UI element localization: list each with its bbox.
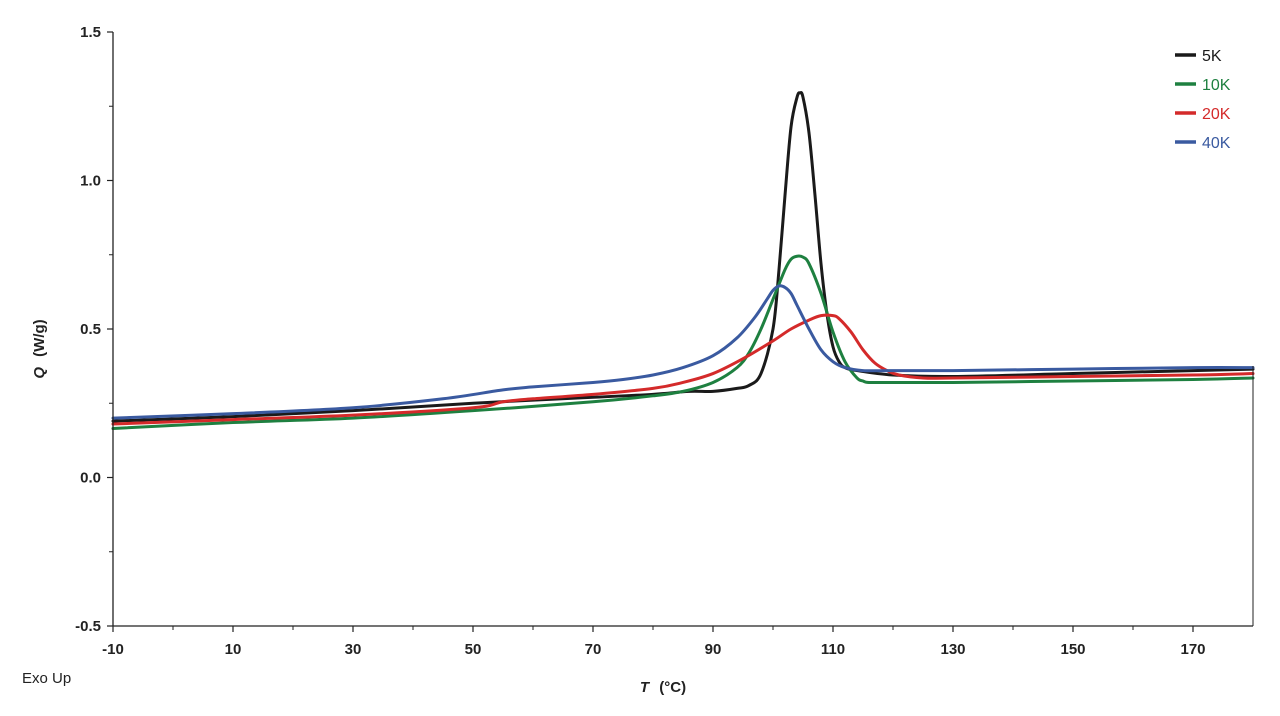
x-tick-label: 110	[821, 641, 845, 658]
x-tick-label: 170	[1180, 641, 1205, 658]
x-axis-unit: (°C)	[659, 679, 686, 696]
legend-label-10k: 10K	[1202, 77, 1231, 94]
legend-label-20k: 20K	[1202, 106, 1231, 123]
series-line-40k	[111, 284, 1255, 420]
series-line-10k	[111, 254, 1255, 430]
series-layer	[111, 91, 1255, 430]
y-axis-unit: (W/g)	[31, 319, 48, 356]
series-line-5k	[111, 91, 1255, 423]
x-axis-title: T (°C)	[640, 679, 686, 696]
x-tick-label: 70	[585, 641, 602, 658]
x-tick-label: 10	[225, 641, 242, 658]
exo-up-annotation: Exo Up	[22, 670, 72, 687]
series-line-20k	[111, 313, 1255, 426]
x-tick-label: 90	[705, 641, 722, 658]
legend-label-40k: 40K	[1202, 135, 1231, 152]
x-tick-label: 130	[940, 641, 965, 658]
y-tick-label: 0.5	[80, 321, 101, 338]
legend: 5K 10K 20K 40K	[1175, 48, 1231, 152]
y-tick-label: 0.0	[80, 470, 101, 487]
y-tick-label: -0.5	[75, 618, 101, 635]
y-axis-var: Q	[31, 367, 48, 379]
legend-label-5k: 5K	[1202, 48, 1222, 65]
x-tick-label: 150	[1060, 641, 1085, 658]
x-tick-label: 30	[345, 641, 362, 658]
y-axis-title: Q (W/g)	[31, 319, 48, 378]
axes-layer	[112, 32, 1254, 627]
x-tick-label: -10	[102, 641, 124, 658]
y-tick-label: 1.0	[80, 173, 101, 190]
ticks-layer: -10 10 30 50 70 90 110 130 150 170 -0.5 0.0 0.5 1.0 1.…	[75, 24, 1205, 658]
x-axis-var: T	[640, 679, 651, 696]
x-tick-label: 50	[465, 641, 482, 658]
y-tick-label: 1.5	[80, 24, 101, 41]
